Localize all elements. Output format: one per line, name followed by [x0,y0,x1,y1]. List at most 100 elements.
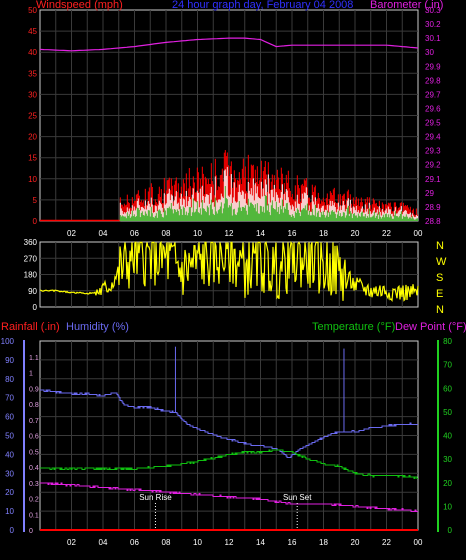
temperature-line [40,449,418,479]
barometer-title: Barometer (.in) [370,0,443,11]
hour-tick-label: 08 [162,229,171,238]
barometer-series-line [39,37,419,52]
hour-tick-label: 22 [382,538,391,547]
compass-labels: N W S E N [436,240,447,316]
barometer-tick-label: 29.1 [425,175,441,184]
humidity-axis-ticks: 0 10 20 30 40 50 60 70 80 90 100 [1,337,15,535]
rainfall-tick-label: 0 [29,528,33,535]
humidity-tick-label: 10 [5,507,14,516]
hour-tick-label: 02 [67,229,76,238]
barometer-tick-label: 29.5 [425,119,441,128]
barometer-tick-label: 28.8 [425,217,441,226]
humidity-line [40,389,418,458]
climate-panel: Sun Rise Sun Set 0 0.1 0.2 0.3 0.4 0.5 0.6 0.7 0.… [1,321,466,547]
windspeed-tick-label: 25 [28,112,37,121]
barometer-axis-ticks: 28.8 28.9 29 29.1 29.2 29.3 29.4 29.5 29.6 29.7 29… [425,6,441,226]
windspeed-tick-label: 5 [33,196,38,205]
hour-tick-label: 12 [225,229,234,238]
direction-tick-label: 90 [28,287,37,296]
rainfall-tick-label: 0.9 [29,386,39,393]
hour-tick-label: 20 [351,229,360,238]
hour-tick-label: 22 [382,229,391,238]
windspeed-title: Windspeed (mph) [36,0,123,11]
barometer-tick-label: 29.2 [425,161,441,170]
direction-tick-label: 0 [33,303,38,312]
temperature-axis-ticks: 0 10 20 30 40 50 60 70 80 [443,337,452,535]
temperature-tick-label: 0 [448,526,453,535]
dewpoint-line [40,482,418,512]
hour-tick-label: 00 [414,538,423,547]
wind-direction-trace [39,240,419,302]
rainfall-tick-label: 0.7 [29,418,39,425]
humidity-tick-label: 0 [10,526,15,535]
hour-tick-label: 00 [414,229,423,238]
humidity-tick-label: 60 [5,413,14,422]
rainfall-tick-label: 0.8 [29,402,39,409]
rainfall-tick-label: 0.2 [29,497,39,504]
temperature-tick-label: 50 [443,408,452,417]
rainfall-tick-label: 1.1 [29,355,39,362]
humidity-tick-label: 90 [5,356,14,365]
humidity-tick-label: 20 [5,488,14,497]
hour-tick-label: 08 [162,538,171,547]
barometer-tick-label: 30 [425,48,434,57]
temperature-tick-label: 30 [443,455,452,464]
hour-tick-label: 18 [319,538,328,547]
sunset-label: Sun Set [283,493,312,502]
barometer-tick-label: 30.1 [425,34,441,43]
temperature-tick-label: 20 [443,479,452,488]
barometer-tick-label: 29.8 [425,76,441,85]
windspeed-bars [40,150,418,222]
temperature-title: Temperature (°F) [312,321,395,333]
windspeed-tick-label: 10 [28,175,37,184]
rainfall-axis-ticks: 0 0.1 0.2 0.3 0.4 0.5 0.6 0.7 0.8 0.9 1 1.1 [29,355,39,535]
compass-n-bottom: N [436,304,444,316]
barometer-tick-label: 29.9 [425,62,441,71]
temperature-tick-label: 40 [443,432,452,441]
hour-tick-label: 04 [99,229,108,238]
hour-tick-label: 12 [225,538,234,547]
barometer-tick-label: 29 [425,189,434,198]
hour-tick-label: 06 [130,538,139,547]
rainfall-tick-label: 1 [29,371,33,378]
humidity-tick-label: 70 [5,394,14,403]
barometer-line [39,37,419,52]
hour-tick-label: 10 [193,538,202,547]
wind-direction-panel: 0 90 180 270 360 N W S E N [24,238,447,316]
humidity-tick-label: 40 [5,450,14,459]
windspeed-axis-ticks: 0 5 10 15 20 25 30 35 40 45 50 [28,6,37,226]
panel-1-x-ticks: 02 04 06 08 10 12 14 16 18 20 22 00 [67,229,423,238]
sunrise-label: Sun Rise [139,493,172,502]
direction-tick-label: 360 [24,238,38,247]
temperature-tick-label: 70 [443,361,452,370]
humidity-tick-label: 30 [5,469,14,478]
dewpoint-title: Dew Point (°F) [395,321,466,333]
windspeed-tick-label: 15 [28,154,37,163]
rainfall-tick-label: 0.6 [29,434,39,441]
temperature-tick-label: 10 [443,502,452,511]
rainfall-tick-label: 0.4 [29,465,39,472]
direction-axis-ticks: 0 90 180 270 360 [24,238,38,312]
direction-tick-label: 270 [24,254,38,263]
rainfall-title: Rainfall (.in) [1,321,60,333]
hour-tick-label: 16 [288,229,297,238]
rainfall-tick-label: 0.5 [29,449,39,456]
hour-tick-label: 14 [256,229,265,238]
hour-tick-label: 06 [130,229,139,238]
compass-s: S [436,272,443,284]
direction-tick-label: 180 [24,271,38,280]
sun-markers: Sun Rise Sun Set [139,493,312,530]
windspeed-tick-label: 30 [28,90,37,99]
hour-tick-label: 10 [193,229,202,238]
temperature-tick-label: 60 [443,384,452,393]
rainfall-tick-label: 0.3 [29,481,39,488]
hour-tick-label: 02 [67,538,76,547]
hour-tick-label: 14 [256,538,265,547]
temperature-tick-label: 80 [443,337,452,346]
windspeed-tick-label: 40 [28,48,37,57]
wind-direction-line [39,240,419,302]
climate-lines [40,346,418,531]
humidity-title: Humidity (%) [66,321,129,333]
windspeed-tick-label: 0 [33,217,38,226]
